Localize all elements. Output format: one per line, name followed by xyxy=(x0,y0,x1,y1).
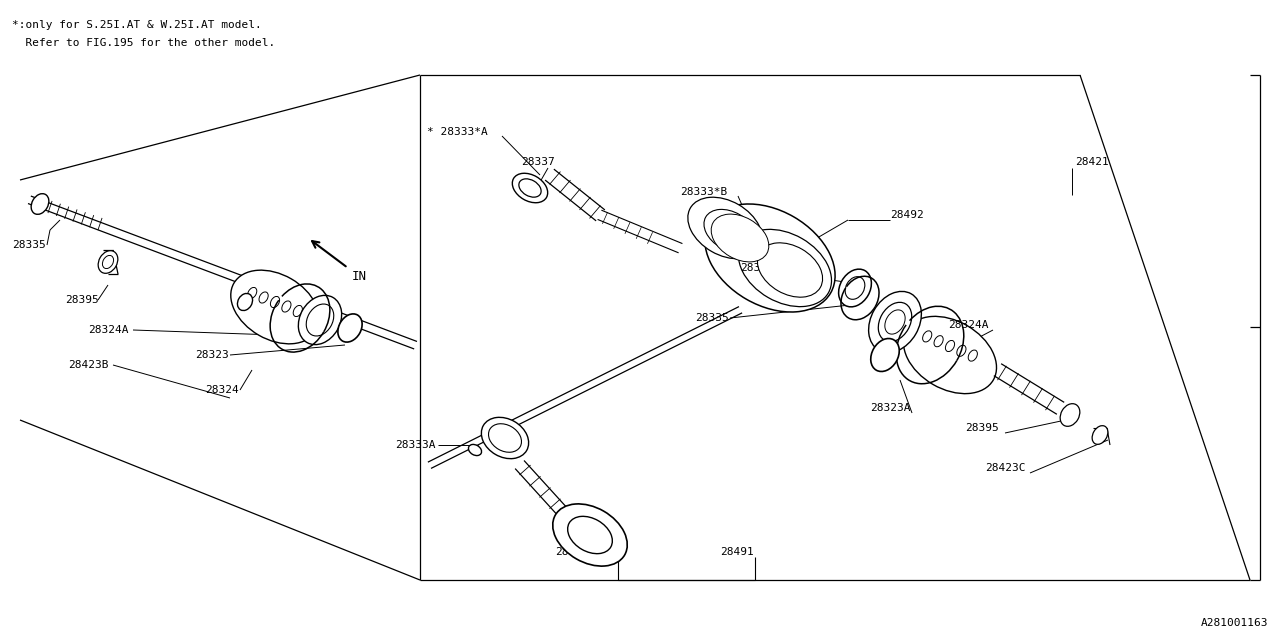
Ellipse shape xyxy=(259,292,269,303)
Ellipse shape xyxy=(293,305,302,317)
Text: 28423C: 28423C xyxy=(986,463,1025,473)
Ellipse shape xyxy=(1092,426,1108,444)
Text: A281001163: A281001163 xyxy=(1201,618,1268,628)
Text: 28324A: 28324A xyxy=(948,320,988,330)
Text: 28423B: 28423B xyxy=(68,360,109,370)
Ellipse shape xyxy=(712,214,769,262)
Ellipse shape xyxy=(704,209,756,253)
Ellipse shape xyxy=(512,173,548,203)
Text: 28333*B: 28333*B xyxy=(680,187,727,197)
Ellipse shape xyxy=(102,255,114,269)
Ellipse shape xyxy=(468,444,481,456)
Text: 28337: 28337 xyxy=(521,157,554,167)
Ellipse shape xyxy=(99,251,118,273)
Ellipse shape xyxy=(238,294,252,310)
Ellipse shape xyxy=(282,301,291,312)
Ellipse shape xyxy=(758,243,823,297)
Ellipse shape xyxy=(957,345,966,356)
Ellipse shape xyxy=(923,331,932,342)
Text: 28395: 28395 xyxy=(965,423,998,433)
Text: 28335: 28335 xyxy=(695,313,728,323)
Ellipse shape xyxy=(946,340,955,351)
Ellipse shape xyxy=(705,204,835,312)
Text: 28323A: 28323A xyxy=(870,403,910,413)
Ellipse shape xyxy=(270,296,279,308)
Ellipse shape xyxy=(838,269,872,307)
Text: 28491: 28491 xyxy=(721,547,754,557)
Ellipse shape xyxy=(878,302,911,342)
Ellipse shape xyxy=(481,417,529,459)
Text: *:only for S.25I.AT & W.25I.AT model.: *:only for S.25I.AT & W.25I.AT model. xyxy=(12,20,261,30)
Ellipse shape xyxy=(870,339,900,371)
Ellipse shape xyxy=(518,179,541,197)
Text: IN: IN xyxy=(352,270,367,283)
Ellipse shape xyxy=(247,287,257,299)
Text: Refer to FIG.195 for the other model.: Refer to FIG.195 for the other model. xyxy=(12,38,275,48)
Ellipse shape xyxy=(687,197,762,259)
Text: 28324A: 28324A xyxy=(88,325,128,335)
Ellipse shape xyxy=(884,310,905,334)
Ellipse shape xyxy=(968,350,978,361)
Ellipse shape xyxy=(904,316,997,394)
Ellipse shape xyxy=(306,304,334,336)
Ellipse shape xyxy=(31,194,49,214)
Ellipse shape xyxy=(1060,404,1080,426)
Ellipse shape xyxy=(338,314,362,342)
Ellipse shape xyxy=(489,424,521,452)
Text: 28333A: 28333A xyxy=(396,440,435,450)
Ellipse shape xyxy=(934,335,943,347)
Ellipse shape xyxy=(298,296,342,344)
Ellipse shape xyxy=(230,270,319,344)
Text: 28395: 28395 xyxy=(65,295,99,305)
Text: 28421: 28421 xyxy=(1075,157,1108,167)
Ellipse shape xyxy=(869,291,922,353)
Ellipse shape xyxy=(553,504,627,566)
Text: 28492: 28492 xyxy=(890,210,924,220)
Ellipse shape xyxy=(739,229,832,307)
Text: 28323: 28323 xyxy=(195,350,229,360)
Ellipse shape xyxy=(845,276,865,300)
Text: * 28333*A: * 28333*A xyxy=(428,127,488,137)
Text: 28324: 28324 xyxy=(205,385,239,395)
Ellipse shape xyxy=(567,516,612,554)
Text: 28335: 28335 xyxy=(12,240,46,250)
Text: 28324: 28324 xyxy=(740,263,773,273)
Text: 28337A: 28337A xyxy=(556,547,595,557)
